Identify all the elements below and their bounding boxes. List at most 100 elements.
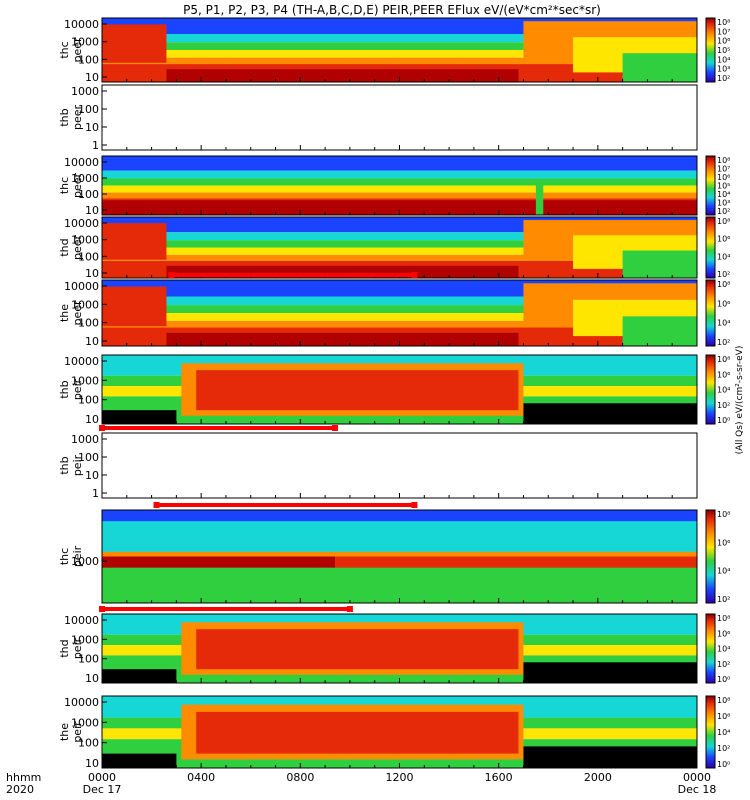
flux-band: [102, 533, 697, 552]
flux-region: [622, 53, 697, 82]
panel-probe-label: thb: [58, 456, 71, 474]
flux-band: [102, 156, 697, 171]
colorbar-tick-label: 10²: [717, 744, 730, 753]
flux-band: [102, 320, 697, 328]
y-tick-label: 100: [78, 250, 99, 263]
y-tick-label: 100: [78, 317, 99, 330]
y-tick-label: 10: [85, 469, 99, 482]
panel-the-peir: 10000 1000 100 10 the peir 10⁸ 10⁶ 10⁴ 10² 10⁰: [58, 695, 730, 770]
colorbar-tick-label: 10⁸: [717, 510, 730, 519]
colorbar-tick-label: 10⁶: [717, 235, 730, 244]
panel-species-label: peer: [71, 300, 84, 326]
y-tick-label: 10000: [64, 280, 99, 293]
panel-species-label: peer: [71, 235, 84, 261]
colorbar-tick-label: 10²: [717, 207, 730, 216]
panel-probe-label: the: [58, 723, 71, 741]
panel-probe-label: thc: [58, 177, 71, 194]
flux-band: [335, 556, 697, 568]
y-tick-label: 1000: [71, 234, 99, 247]
y-tick-label: 10: [85, 204, 99, 217]
flux-band: [102, 232, 697, 241]
flag-bar-end: [411, 502, 418, 508]
panel-species-label: peir: [71, 454, 84, 476]
x-tick-label: 0000: [88, 771, 116, 784]
flux-band: [102, 313, 697, 321]
panel-probe-label: thc: [58, 548, 71, 565]
colorbar-tick-label: 10⁰: [717, 416, 730, 425]
y-tick-label: 10000: [64, 355, 99, 368]
y-tick-label: 10: [85, 71, 99, 84]
panel-probe-label: thb: [58, 380, 71, 398]
colorbar: [705, 509, 716, 604]
colorbar-tick-label: 10⁸: [717, 18, 730, 27]
flux-band: [102, 178, 697, 186]
flux-region: [102, 286, 167, 327]
colorbar-tick-label: 10⁵: [717, 46, 730, 55]
colorbar-tick-label: 10³: [717, 65, 730, 74]
colorbar-tick-label: 10⁵: [717, 182, 730, 191]
y-tick-label: 1000: [71, 85, 99, 98]
flux-band: [102, 296, 697, 306]
colorbar-unit-label: (All Qs) eV/(cm²-s-sr-eV): [735, 346, 745, 455]
flux-region: [622, 250, 697, 278]
y-tick-label: 100: [78, 53, 99, 66]
x-left-label: hhmm: [6, 771, 41, 784]
flux-band: [102, 192, 697, 199]
flux-region: [196, 370, 519, 411]
colorbar-tick-label: 10⁴: [717, 567, 730, 576]
y-tick-label: 1000: [71, 433, 99, 446]
flux-region: [523, 746, 697, 768]
flux-region: [196, 711, 519, 754]
flag-bar-end: [99, 425, 105, 431]
colorbar-tick-label: 10⁴: [717, 319, 730, 328]
x-tick-label: 0000: [683, 771, 711, 784]
y-tick-label: 1000: [71, 716, 99, 729]
y-tick-label: 1: [92, 139, 99, 152]
colorbar-tick-label: 10⁸: [717, 280, 730, 289]
flag-bar-end: [411, 272, 418, 278]
flag-bar-end: [332, 425, 339, 431]
flux-region: [523, 403, 697, 424]
panel-species-label: peir: [71, 721, 84, 743]
panel-thb-peir: 1000 100 10 1 thb peir: [58, 425, 698, 500]
y-tick-label: 1000: [71, 298, 99, 311]
flux-region: [102, 223, 167, 260]
y-tick-label: 10: [85, 413, 99, 426]
colorbar: [705, 216, 716, 279]
y-tick-label: 1000: [71, 374, 99, 387]
colorbar-tick-label: 10⁴: [717, 645, 730, 654]
colorbar-tick-label: 10²: [717, 660, 730, 669]
panel-species-label: peer: [71, 37, 84, 63]
flux-band: [102, 57, 697, 65]
colorbar-tick-label: 10⁸: [717, 156, 730, 165]
colorbar-tick-label: 10⁰: [717, 760, 730, 769]
flux-band: [102, 305, 697, 313]
flux-band: [102, 185, 697, 193]
colorbar-tick-label: 10⁸: [717, 355, 730, 364]
colorbar: [705, 354, 716, 425]
x-left-label: 2020: [6, 783, 34, 796]
flux-feature: [535, 185, 544, 215]
panel-thd-peir: 10000 1000 100 10 thd peir 10⁸ 10⁶ 10⁴ 10² 10⁰: [58, 606, 730, 685]
y-tick-label: 10: [85, 121, 99, 134]
colorbar: [705, 613, 716, 684]
y-tick-label: 10000: [64, 217, 99, 230]
panel-the-peer: 10000 1000 100 10 the peer 10⁸ 10⁶ 10⁴ 10²: [58, 272, 730, 348]
y-tick-label: 10000: [64, 156, 99, 169]
flux-band: [102, 556, 336, 568]
colorbar-tick-label: 10⁷: [717, 165, 730, 174]
y-tick-label: 100: [78, 103, 99, 116]
colorbar-tick-label: 10⁴: [717, 728, 730, 737]
flag-bar-end: [153, 502, 160, 508]
y-tick-label: 10: [85, 267, 99, 280]
y-tick-label: 10: [85, 335, 99, 348]
y-tick-label: 1000: [71, 633, 99, 646]
colorbar-tick-label: 10⁶: [717, 629, 730, 638]
figure-title: P5, P1, P2, P3, P4 (TH-A,B,C,D,E) PEIR,P…: [183, 3, 601, 17]
flag-bar-end: [99, 606, 105, 612]
panel-thb-peer: 1000 100 10 1 thb peer: [58, 84, 698, 152]
colorbar-tick-label: 10⁶: [717, 538, 730, 547]
y-tick-label: 1: [92, 487, 99, 500]
flux-band: [102, 510, 697, 522]
y-tick-label: 10000: [64, 18, 99, 31]
